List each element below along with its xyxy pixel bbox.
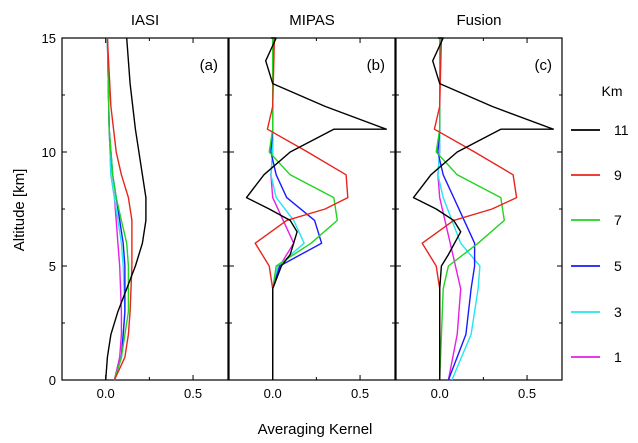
series-line-7km (106, 37, 130, 381)
plot-frame (395, 37, 563, 381)
y-tick-label: 15 (42, 31, 56, 46)
legend-title: Km (602, 83, 623, 99)
series-line-7km (435, 38, 505, 381)
legend-label: 1 (614, 349, 622, 365)
x-tick-label: 0.5 (518, 386, 536, 401)
series-line-5km (437, 38, 476, 381)
series-line-11km (245, 37, 387, 380)
x-tick-label: 0.0 (431, 386, 449, 401)
x-axis-label: Averaging Kernel (258, 421, 373, 438)
panel-label: (b) (367, 57, 385, 74)
y-tick-label: 5 (49, 259, 56, 274)
panel-title: Fusion (456, 12, 501, 29)
panel-fusion: Fusion 0.0 0.5 (c) (395, 12, 563, 401)
legend-item-9km: 9 (571, 167, 622, 183)
legend-label: 3 (614, 304, 622, 320)
legend-label: 11 (614, 122, 629, 138)
x-tick-label: 0.5 (351, 386, 369, 401)
x-tick-label: 0.0 (97, 386, 115, 401)
series-line-9km (421, 37, 518, 380)
series-line-7km (268, 38, 338, 380)
panel-iasi: IASI 0 5 10 15 0.0 0.5 (a) (42, 12, 229, 401)
panel-label: (c) (535, 57, 553, 74)
legend-label: 5 (614, 258, 622, 274)
legend-label: 9 (614, 167, 622, 183)
legend-item-3km: 3 (571, 304, 622, 320)
legend-item-1km: 1 (571, 349, 622, 365)
y-tick-label: 10 (42, 145, 56, 160)
legend-item-5km: 5 (571, 258, 622, 274)
series-line-1km (270, 38, 295, 380)
series-line-11km (412, 37, 554, 380)
y-axis-label: Altitude [km] (11, 169, 28, 252)
legend-label: 7 (614, 212, 622, 228)
panel-mipas: MIPAS 0.0 0.5 (b) (228, 12, 396, 401)
series-line-5km (270, 38, 323, 380)
legend-item-11km: 11 (571, 122, 629, 138)
plot-frame (228, 37, 396, 381)
series-line-11km (105, 37, 147, 381)
panel-title: MIPAS (289, 12, 335, 29)
series-line-9km (254, 37, 349, 380)
x-tick-label: 0.5 (184, 386, 202, 401)
panel-title: IASI (131, 12, 159, 29)
series-line-9km (106, 37, 133, 381)
y-tick-label: 0 (49, 373, 56, 388)
legend-item-7km: 7 (571, 212, 622, 228)
plot-frame (61, 37, 229, 381)
legend: 11 9 7 5 3 1 (571, 122, 629, 365)
panel-label: (a) (200, 57, 218, 74)
x-tick-label: 0.0 (264, 386, 282, 401)
